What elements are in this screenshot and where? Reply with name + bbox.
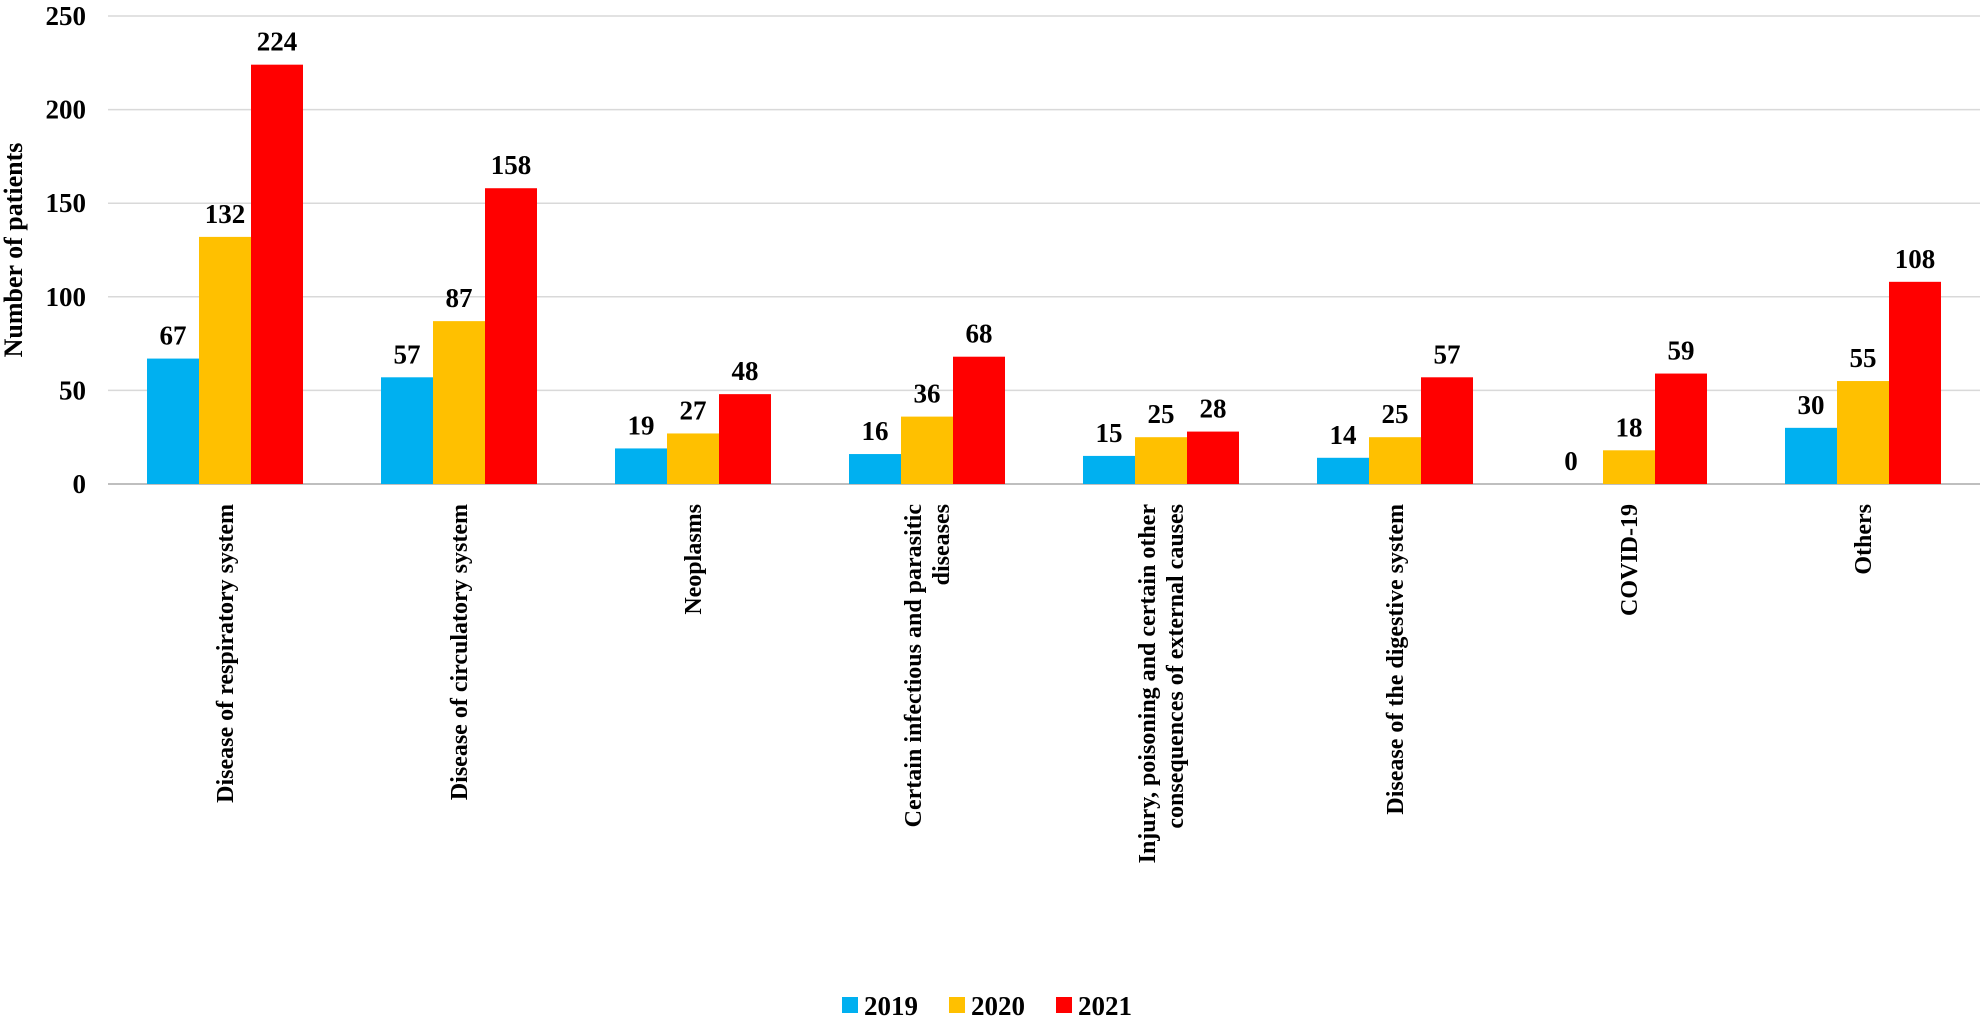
bar-2020-7 bbox=[1837, 381, 1889, 484]
data-label-2020-4: 25 bbox=[1148, 399, 1175, 429]
data-label-2019-6: 0 bbox=[1564, 446, 1578, 476]
bar-2019-1 bbox=[381, 377, 433, 484]
data-label-2020-2: 27 bbox=[680, 395, 707, 425]
bar-2019-3 bbox=[849, 454, 901, 484]
category-label: Disease of circulatory system bbox=[447, 504, 473, 800]
bar-2020-2 bbox=[667, 433, 719, 484]
data-label-2020-7: 55 bbox=[1850, 343, 1877, 373]
data-label-2019-5: 14 bbox=[1330, 420, 1357, 450]
y-axis-ticks: 0 50 100 150 200 250 bbox=[46, 1, 87, 499]
data-label-2019-2: 19 bbox=[628, 410, 655, 440]
y-tick-label: 0 bbox=[73, 469, 87, 499]
bar-2020-1 bbox=[433, 321, 485, 484]
data-label-2019-7: 30 bbox=[1798, 390, 1825, 420]
data-label-2020-6: 18 bbox=[1616, 412, 1643, 442]
data-label-2019-3: 16 bbox=[862, 416, 889, 446]
data-label-2019-4: 15 bbox=[1096, 418, 1123, 448]
y-axis-title: Number of patients bbox=[0, 143, 28, 358]
legend-swatch-2020 bbox=[949, 997, 965, 1013]
bar-2021-3 bbox=[953, 356, 1005, 484]
data-label-2019-1: 57 bbox=[394, 339, 421, 369]
category-label: Others bbox=[1851, 504, 1877, 575]
bar-2020-0 bbox=[199, 236, 251, 484]
bar-2019-4 bbox=[1083, 455, 1135, 484]
legend-label-2020: 2020 bbox=[971, 991, 1025, 1021]
y-tick-label: 250 bbox=[46, 1, 87, 31]
bar-2019-5 bbox=[1317, 457, 1369, 484]
legend-swatch-2021 bbox=[1056, 997, 1072, 1013]
data-label-2021-2: 48 bbox=[732, 356, 759, 386]
bar-2019-0 bbox=[147, 358, 199, 484]
data-label-2021-0: 224 bbox=[257, 27, 298, 57]
bar-2020-3 bbox=[901, 416, 953, 484]
category-label: consequences of external causes bbox=[1163, 504, 1189, 829]
data-label-2019-0: 67 bbox=[160, 321, 187, 351]
category-label: Injury, poisoning and certain other bbox=[1135, 504, 1161, 864]
legend: 2019 2020 2021 bbox=[842, 991, 1132, 1021]
bar-2020-5 bbox=[1369, 437, 1421, 484]
category-labels: Disease of respiratory system Disease of … bbox=[213, 504, 1877, 864]
data-label-2021-7: 108 bbox=[1895, 244, 1936, 274]
legend-label-2019: 2019 bbox=[864, 991, 918, 1021]
bar-2021-1 bbox=[485, 188, 537, 484]
data-label-2020-5: 25 bbox=[1382, 399, 1409, 429]
category-label: COVID-19 bbox=[1617, 504, 1643, 616]
data-label-2020-1: 87 bbox=[446, 283, 473, 313]
data-label-2021-5: 57 bbox=[1434, 339, 1461, 369]
category-label: Disease of the digestive system bbox=[1383, 504, 1409, 815]
bars bbox=[147, 64, 1941, 484]
legend-swatch-2019 bbox=[842, 997, 858, 1013]
y-tick-label: 200 bbox=[46, 95, 87, 125]
y-tick-label: 100 bbox=[46, 282, 87, 312]
bar-2021-4 bbox=[1187, 431, 1239, 484]
bar-2020-6 bbox=[1603, 450, 1655, 484]
bar-2021-2 bbox=[719, 394, 771, 484]
bar-2021-5 bbox=[1421, 377, 1473, 484]
data-label-2020-0: 132 bbox=[205, 199, 246, 229]
category-label: Disease of respiratory system bbox=[213, 504, 239, 803]
data-label-2021-1: 158 bbox=[491, 150, 532, 180]
bar-2021-0 bbox=[251, 64, 303, 484]
data-label-2021-3: 68 bbox=[966, 319, 993, 349]
category-label: Neoplasms bbox=[681, 504, 707, 615]
legend-label-2021: 2021 bbox=[1078, 991, 1132, 1021]
bar-2021-7 bbox=[1889, 281, 1941, 484]
data-labels: 67 57 19 16 15 14 0 30 132 87 27 36 25 25 18 55 224 158 48… bbox=[160, 27, 1936, 476]
bar-2019-7 bbox=[1785, 427, 1837, 484]
y-tick-label: 50 bbox=[59, 375, 86, 405]
category-label: Certain infectious and parasitic bbox=[901, 504, 927, 828]
data-label-2020-3: 36 bbox=[914, 379, 941, 409]
bar-2021-6 bbox=[1655, 373, 1707, 484]
category-label: diseases bbox=[929, 504, 955, 585]
bar-2019-2 bbox=[615, 448, 667, 484]
data-label-2021-6: 59 bbox=[1668, 336, 1695, 366]
data-label-2021-4: 28 bbox=[1200, 394, 1227, 424]
y-tick-label: 150 bbox=[46, 188, 87, 218]
bar-2020-4 bbox=[1135, 437, 1187, 484]
